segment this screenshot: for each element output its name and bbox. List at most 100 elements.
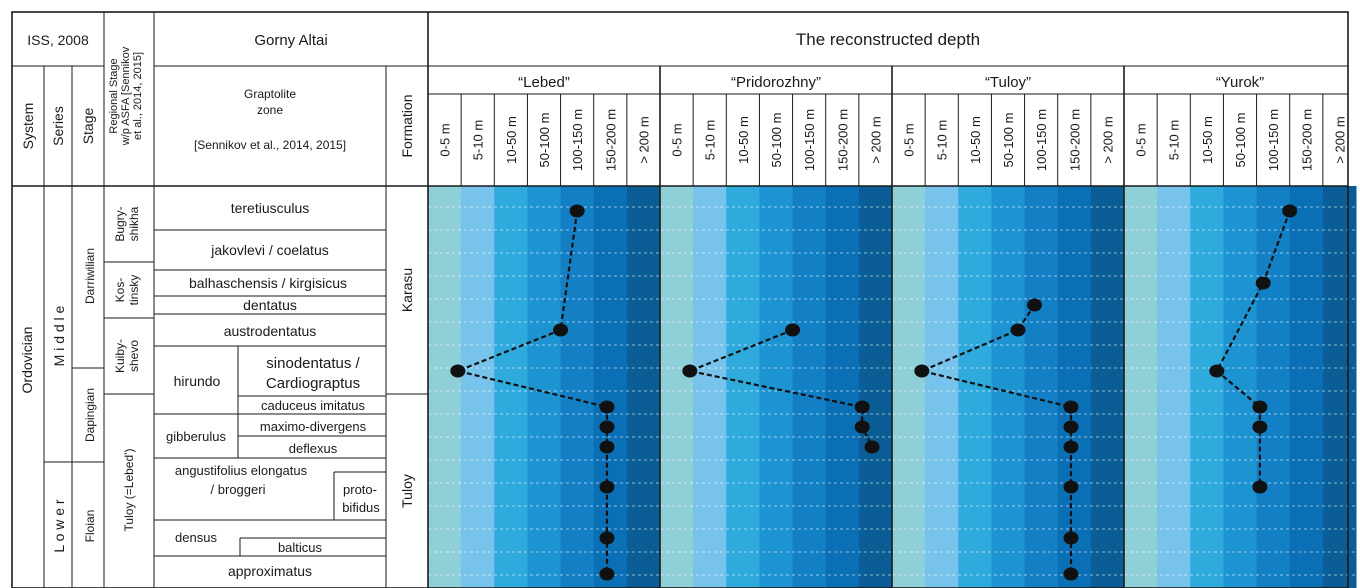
regional-stage-header-line1: Regional Stage [108, 58, 120, 133]
series-label-middle: M i d d l e [51, 305, 67, 366]
zone-jakovlevi-coelatus: jakovlevi / coelatus [210, 242, 329, 258]
zone-labels: teretiusculus jakovlevi / coelatus balha… [166, 200, 380, 579]
zone-balhaschensis-kirgisicus: balhaschensis / kirgisicus [189, 275, 347, 291]
zone-maximo-divergens: maximo-divergens [260, 419, 367, 434]
depth-class-label: 10-50 m [736, 116, 751, 164]
zone-protobifidus-line1: proto- [343, 482, 377, 497]
regional-stage-kostinsky-line2: tinsky [127, 275, 141, 306]
depth-class-label: > 200 m [868, 116, 883, 163]
depth-marker [854, 400, 870, 414]
depth-marker [553, 323, 569, 337]
depth-marker [599, 440, 615, 454]
zone-gibberulus: gibberulus [166, 429, 226, 444]
zone-sinodentatus-line1: sinodentatus / [266, 355, 360, 372]
zone-caduceus-imitatus: caduceus imitatus [261, 398, 366, 413]
depth-marker [1282, 204, 1298, 218]
depth-marker [1063, 440, 1079, 454]
depth-column-bg [1090, 186, 1125, 588]
depth-column-bg [1256, 186, 1291, 588]
depth-class-label: 150-200 m [1299, 109, 1314, 171]
table-frame [11, 11, 1349, 588]
regional-stage-kuibyshevo-line1: Kuiby- [113, 339, 127, 373]
depth-marker [599, 567, 615, 581]
zone-approximatus: approximatus [228, 563, 312, 579]
depth-column-bg [1322, 186, 1357, 588]
depth-marker [1063, 531, 1079, 545]
depth-trend-line [1215, 210, 1291, 487]
depth-grid-layer [428, 206, 1356, 576]
header-texts: ISS, 2008 Gorny Altai The reconstructed … [20, 30, 980, 158]
depth-column-bg [991, 186, 1026, 588]
depth-marker [1209, 364, 1225, 378]
depth-marker [1252, 400, 1268, 414]
depth-column-bg [1057, 186, 1092, 588]
depth-column-bg [527, 186, 562, 588]
depth-class-label: 150-200 m [1067, 109, 1082, 171]
depth-marker [682, 364, 698, 378]
depth-markers-layer [450, 204, 1298, 581]
stratigraphy-labels: Ordovician M i d d l e L o w e r Darriwi… [19, 206, 415, 552]
depth-class-label: 5-10 m [935, 120, 950, 160]
depth-class-label: 5-10 m [1167, 120, 1182, 160]
depth-marker [1252, 480, 1268, 494]
zone-hirundo: hirundo [174, 373, 221, 389]
depth-class-label: 100-150 m [1034, 109, 1049, 171]
depth-column-bg [461, 186, 495, 588]
depth-column-bg [892, 186, 926, 588]
regional-stage-kuibyshevo-line2: shevo [127, 340, 141, 372]
regional-stage-header-line3: et al., 2014, 2015] [132, 52, 144, 140]
series-label-lower: L o w e r [51, 499, 67, 553]
depth-class-label: 0-5 m [902, 123, 917, 156]
depth-class-label: 10-50 m [504, 116, 519, 164]
depth-marker [785, 323, 801, 337]
depth-marker [450, 364, 466, 378]
formation-tuloy: Tuloy [399, 474, 415, 508]
depth-column-bg [825, 186, 860, 588]
zone-sinodentatus-line2: Cardiograptus [266, 375, 360, 392]
depth-class-label: 100-150 m [802, 109, 817, 171]
zone-dentatus: dentatus [243, 297, 297, 313]
depth-column-bg [560, 186, 595, 588]
depth-marker [599, 400, 615, 414]
zone-balticus: balticus [278, 540, 323, 555]
depth-class-label: > 200 m [1332, 116, 1347, 163]
depth-class-label: 5-10 m [471, 120, 486, 160]
zone-deflexus: deflexus [289, 441, 338, 456]
depth-column-bg [1289, 186, 1324, 588]
depth-class-label: 150-200 m [603, 109, 618, 171]
depth-class-label: 100-150 m [1266, 109, 1281, 171]
depth-marker [1255, 276, 1271, 290]
regional-stage-kostinsky-line1: Kos- [113, 278, 127, 303]
depth-column-bg [693, 186, 727, 588]
depth-class-label: 50-100 m [1233, 113, 1248, 168]
series-header: Series [50, 106, 66, 146]
formation-karasu: Karasu [399, 268, 415, 312]
depth-marker [1063, 567, 1079, 581]
depth-class-label: 150-200 m [835, 109, 850, 171]
stage-header: Stage [80, 107, 96, 144]
depth-marker [854, 420, 870, 434]
zone-protobifidus-line2: bifidus [342, 500, 380, 515]
depth-marker [1063, 400, 1079, 414]
depth-column-bg [858, 186, 893, 588]
zone-austrodentatus: austrodentatus [224, 323, 317, 339]
graptolite-header-line1: Graptolite [244, 87, 296, 101]
graptolite-header-line2: zone [257, 103, 283, 117]
depth-marker [1063, 420, 1079, 434]
formation-header: Formation [399, 94, 415, 157]
depth-class-label: 5-10 m [703, 120, 718, 160]
depth-trend-line [686, 328, 874, 448]
depth-title: The reconstructed depth [796, 30, 980, 49]
zone-angustifolius-line2: / broggeri [211, 482, 266, 497]
depth-class-label: 0-5 m [670, 123, 685, 156]
depth-marker [599, 420, 615, 434]
regional-stage-header-line2: w/p ASFA [Sennikov [120, 46, 132, 146]
locality-title: “Pridorozhny” [731, 74, 821, 91]
locality-title: “Lebed” [518, 74, 570, 91]
depth-marker [1063, 480, 1079, 494]
system-label: Ordovician [19, 327, 35, 394]
depth-column-bg [660, 186, 694, 588]
depth-marker [864, 440, 880, 454]
depth-class-label: 10-50 m [968, 116, 983, 164]
